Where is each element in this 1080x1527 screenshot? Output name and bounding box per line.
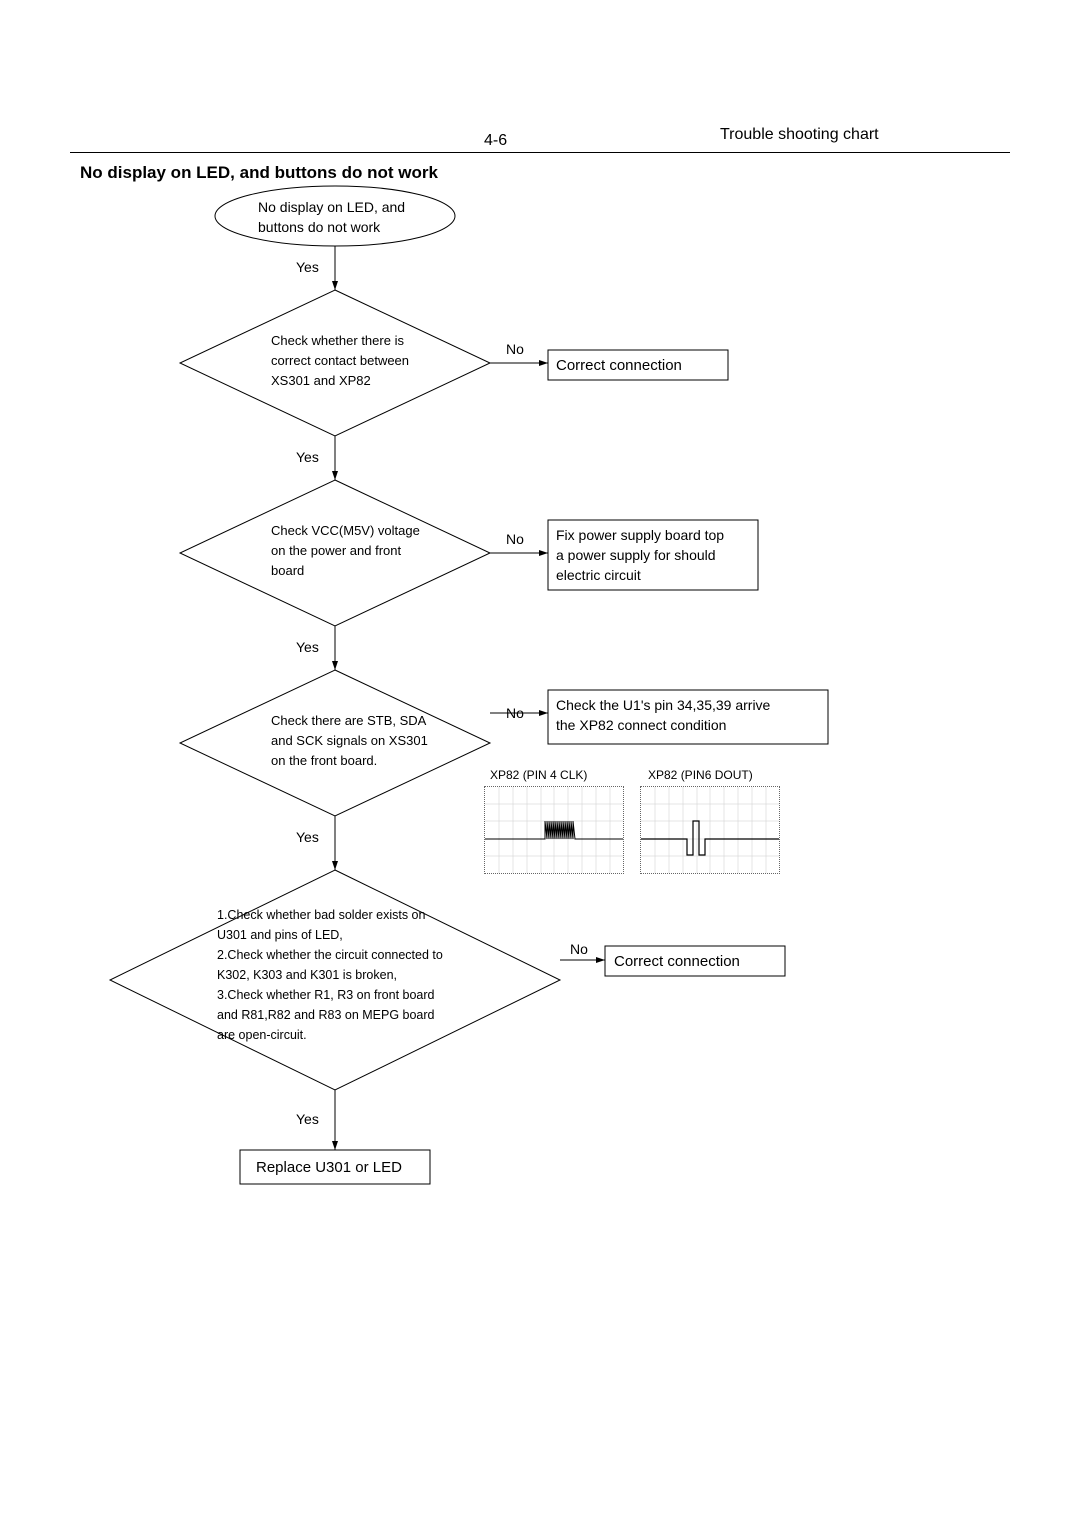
wave-right-svg <box>641 787 779 873</box>
r1-text: Correct connection <box>556 356 682 376</box>
end-text: Replace U301 or LED <box>256 1158 402 1178</box>
yes-0: Yes <box>296 258 319 277</box>
d1-l1: Check whether there is <box>271 332 404 350</box>
d3-l1: Check there are STB, SDA <box>271 712 426 730</box>
wave-right-label: XP82 (PIN6 DOUT) <box>648 768 753 782</box>
no-1: No <box>506 340 524 359</box>
d4-l6: and R81,R82 and R83 on MEPG board <box>217 1007 435 1024</box>
d3-l3: on the front board. <box>271 752 377 770</box>
r2-l2: a power supply for should <box>556 546 716 565</box>
no-2: No <box>506 530 524 549</box>
r3-l1: Check the U1's pin 34,35,39 arrive <box>556 696 770 715</box>
d4-l5: 3.Check whether R1, R3 on front board <box>217 987 434 1004</box>
r2-l3: electric circuit <box>556 566 641 585</box>
yes-4: Yes <box>296 1110 319 1129</box>
page: 4-6 Trouble shooting chart No display on… <box>0 0 1080 1527</box>
no-4: No <box>570 940 588 959</box>
d2-l3: board <box>271 562 304 580</box>
d3-l2: and SCK signals on XS301 <box>271 732 428 750</box>
d1-l2: correct contact between <box>271 352 409 370</box>
yes-3: Yes <box>296 828 319 847</box>
start-line2: buttons do not work <box>258 218 380 237</box>
start-line1: No display on LED, and <box>258 198 405 217</box>
no-3: No <box>506 704 524 723</box>
r4-text: Correct connection <box>614 952 740 972</box>
wave-right-box <box>640 786 780 874</box>
d2-l1: Check VCC(M5V) voltage <box>271 522 420 540</box>
d4-l7: are open-circuit. <box>217 1027 307 1044</box>
r3-l2: the XP82 connect condition <box>556 716 726 735</box>
d4-l2: U301 and pins of LED, <box>217 927 343 944</box>
d1-l3: XS301 and XP82 <box>271 372 371 390</box>
d2-l2: on the power and front <box>271 542 401 560</box>
wave-left-box <box>484 786 624 874</box>
yes-2: Yes <box>296 638 319 657</box>
flowchart-svg <box>0 0 1080 1527</box>
d4-l4: K302, K303 and K301 is broken, <box>217 967 397 984</box>
wave-left-label: XP82 (PIN 4 CLK) <box>490 768 587 782</box>
d4-l1: 1.Check whether bad solder exists on <box>217 907 425 924</box>
r2-l1: Fix power supply board top <box>556 526 724 545</box>
yes-1: Yes <box>296 448 319 467</box>
wave-left-svg <box>485 787 623 873</box>
d4-l3: 2.Check whether the circuit connected to <box>217 947 443 964</box>
